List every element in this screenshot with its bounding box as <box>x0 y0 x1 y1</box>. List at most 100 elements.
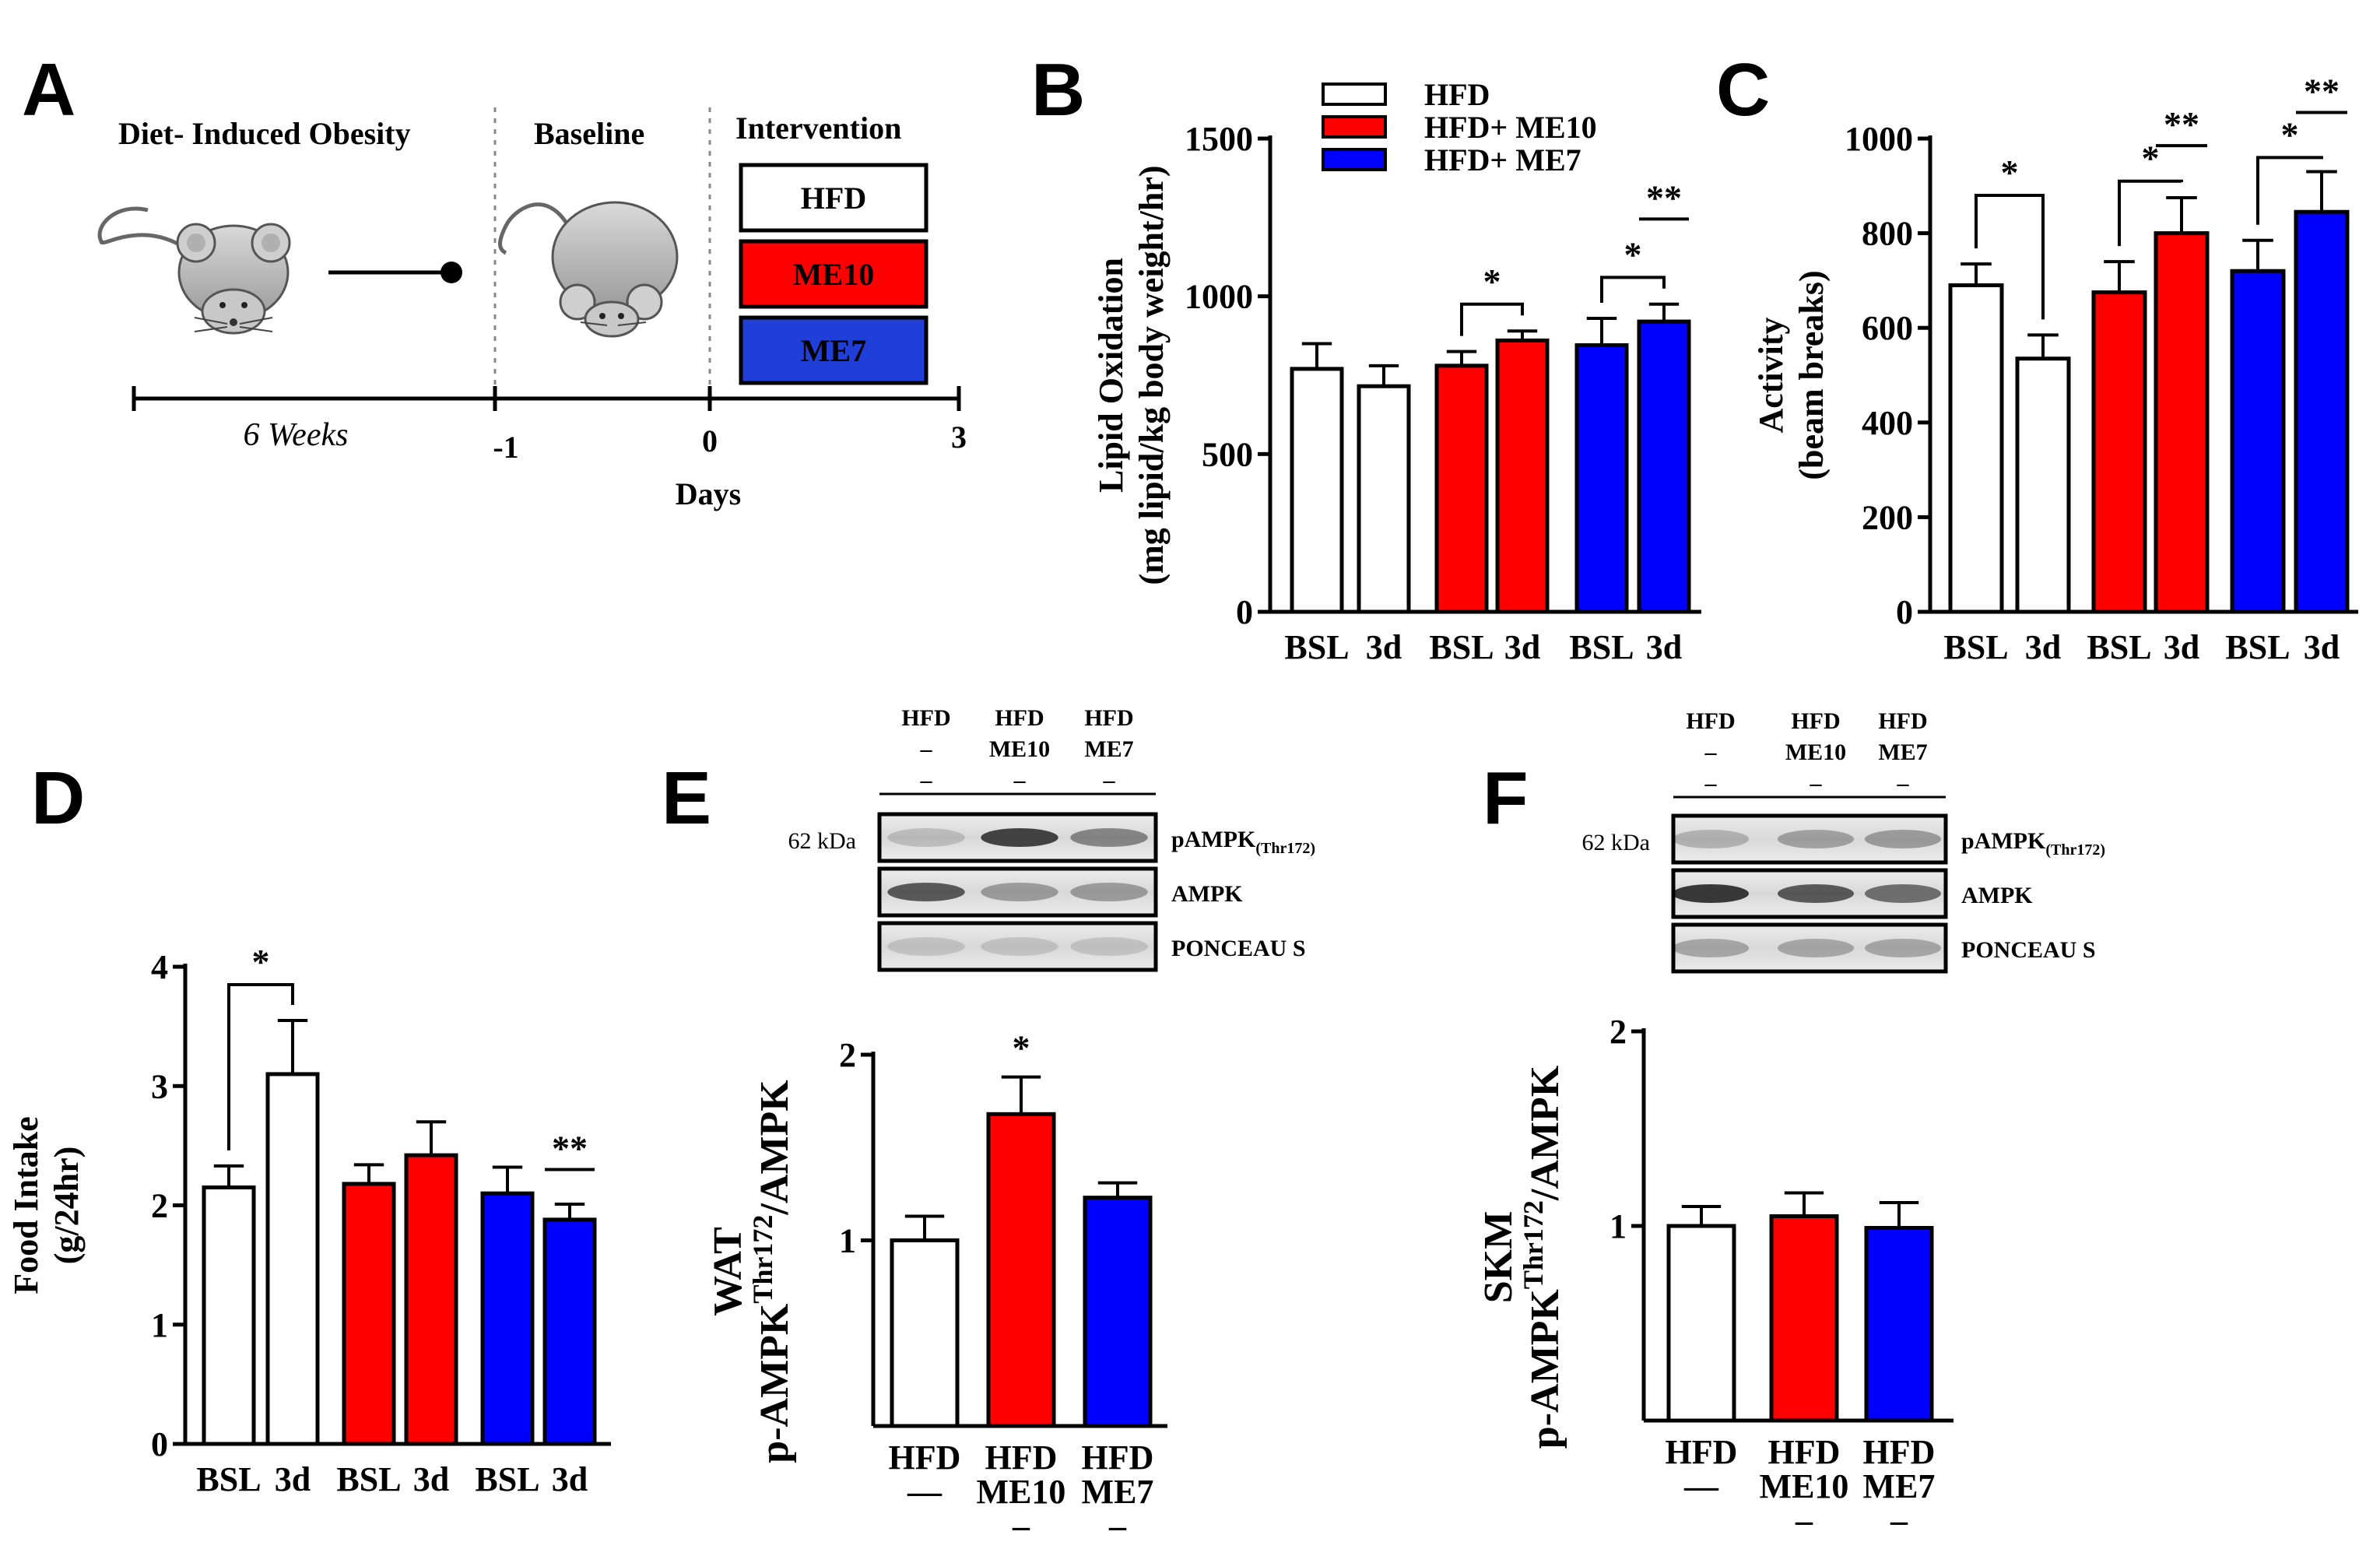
x-tick-label: – <box>1890 1502 1908 1540</box>
panel-letter: F <box>1483 757 1529 840</box>
blot-lane-label: HFD <box>1878 708 1927 734</box>
blot-row-sub: (Thr172) <box>2045 841 2105 859</box>
bar <box>1769 1214 1839 1423</box>
x-tick-label: 3d <box>2304 628 2340 666</box>
bar <box>2154 231 2210 614</box>
significance-bracket <box>1975 193 2045 320</box>
blot-band <box>1070 828 1148 847</box>
blot-row-main: PONCEAU S <box>1171 936 1306 961</box>
x-tick-label: BSL <box>1284 628 1349 666</box>
phase-intervention: Intervention <box>735 111 901 146</box>
x-tick-label: HFD <box>1768 1433 1841 1471</box>
x-tick-label: 3d <box>413 1460 449 1498</box>
blot-band <box>887 883 965 901</box>
y-tick-label: 1 <box>839 1222 856 1260</box>
significance-label: * <box>1483 262 1501 301</box>
blot-lane-label: – <box>1704 771 1718 796</box>
duration-label: 6 Weeks <box>244 417 349 453</box>
panel-letter-a: A <box>22 48 75 132</box>
y-tick-label: 2 <box>839 1036 856 1074</box>
significance-bracket <box>1460 302 1524 336</box>
blot-lane-label: HFD <box>1084 705 1133 731</box>
x-tick-label: – <box>1012 1507 1030 1545</box>
x-tick-label: 3d <box>1504 628 1540 666</box>
y-axis-label: (g/24hr) <box>47 1147 86 1265</box>
blot-lane-label: – <box>1897 771 1910 796</box>
y-tick-label: 1 <box>151 1306 168 1344</box>
y-tick-label: 4 <box>151 948 168 986</box>
x-tick-label: BSL <box>2225 628 2290 666</box>
y-label-superscript: Thr172 <box>1518 1200 1549 1289</box>
legend-swatch-me7 <box>1322 148 1387 171</box>
bar <box>2015 357 2071 614</box>
bar <box>890 1238 960 1428</box>
legend-swatch-me10 <box>1322 115 1387 139</box>
y-axis-label: Lipid Oxidation <box>1092 258 1130 493</box>
group-box-label: ME7 <box>801 333 866 368</box>
y-label-part: /AMPK <box>1523 1065 1567 1201</box>
blot-lane-label: ME7 <box>1878 739 1927 765</box>
blot-lane-label: – <box>920 736 933 762</box>
blot-lane-label: – <box>1810 771 1823 796</box>
timeline-tick-label: 3 <box>951 420 967 455</box>
blot-band <box>1673 884 1749 903</box>
y-axis-label: (mg lipid/kg body weight/hr) <box>1132 165 1171 585</box>
blot-band <box>887 828 965 847</box>
blot-row-label: PONCEAU S <box>1961 937 2096 963</box>
bar <box>1357 384 1411 614</box>
x-tick-label: BSL <box>1569 628 1634 666</box>
y-tick-label: 0 <box>1896 593 1913 631</box>
x-tick-label: HFD <box>1863 1433 1936 1471</box>
y-label-part: p-AMPK <box>753 1303 797 1463</box>
y-tick-label: 1000 <box>1845 120 1913 158</box>
significance-label: ** <box>2164 104 2199 144</box>
significance-label: ** <box>2304 72 2340 111</box>
blot-band <box>887 937 965 956</box>
blot-row-label: AMPK <box>1171 881 1243 907</box>
y-tick-label: 800 <box>1862 215 1913 253</box>
blot-size-label: 62 kDa <box>788 828 856 854</box>
blot-lane-label: HFD <box>995 705 1044 731</box>
y-tick-label: 200 <box>1862 498 1913 536</box>
significance-bracket <box>2118 179 2183 247</box>
blot-lane-label: – <box>1103 767 1116 793</box>
x-tick-label: HFD <box>985 1438 1058 1477</box>
bar <box>1434 364 1489 614</box>
blot-lane-label: ME10 <box>1785 739 1846 765</box>
legend-swatch-hfd <box>1322 83 1387 106</box>
significance-label: ** <box>1646 177 1682 217</box>
blot-band <box>1070 883 1148 901</box>
blot-lane-label: HFD <box>901 705 950 731</box>
blot-band <box>1865 939 1941 957</box>
x-tick-label: 3d <box>275 1460 311 1498</box>
panel-a: A Diet- Induced Obesity Baseline Interve… <box>22 48 967 511</box>
x-tick-label: BSL <box>196 1460 261 1498</box>
x-tick-label: BSL <box>336 1460 401 1498</box>
panel-letter: C <box>1716 48 1770 132</box>
y-label-part: /AMPK <box>753 1080 797 1216</box>
y-tick-label: 2 <box>1609 1013 1627 1051</box>
y-axis-label: p-AMPKThr172/AMPK <box>747 1080 797 1463</box>
y-label-superscript: Thr172 <box>747 1215 778 1304</box>
blot-band <box>1778 830 1854 848</box>
blot-band <box>1778 884 1854 903</box>
significance-label: * <box>1624 234 1642 274</box>
blot-lane-label: ME7 <box>1084 736 1133 762</box>
y-tick-label: 2 <box>151 1187 168 1225</box>
timeline-axis-label: Days <box>676 476 741 511</box>
blot-lane-label: ME10 <box>989 736 1050 762</box>
significance-label: * <box>1013 1028 1030 1068</box>
chart-activity: C 0 200 400 600 800 1000 BSL 3d BSL 3d BSL 3d Activit… <box>1716 48 2358 666</box>
significance-label: * <box>2281 114 2299 154</box>
x-tick-label: 3d <box>552 1460 588 1498</box>
blot-row-main: pAMPK <box>1961 828 2046 854</box>
x-tick-label: — <box>1683 1467 1719 1505</box>
blot-row-sub: (Thr172) <box>1255 840 1315 857</box>
blot-row-label: PONCEAU S <box>1171 936 1306 961</box>
blot-band <box>981 828 1058 847</box>
y-tick-label: 400 <box>1862 404 1913 442</box>
timeline-axis <box>132 386 961 411</box>
blot-band <box>981 937 1058 956</box>
significance-label: * <box>252 942 270 982</box>
x-tick-label: HFD <box>1666 1433 1738 1471</box>
